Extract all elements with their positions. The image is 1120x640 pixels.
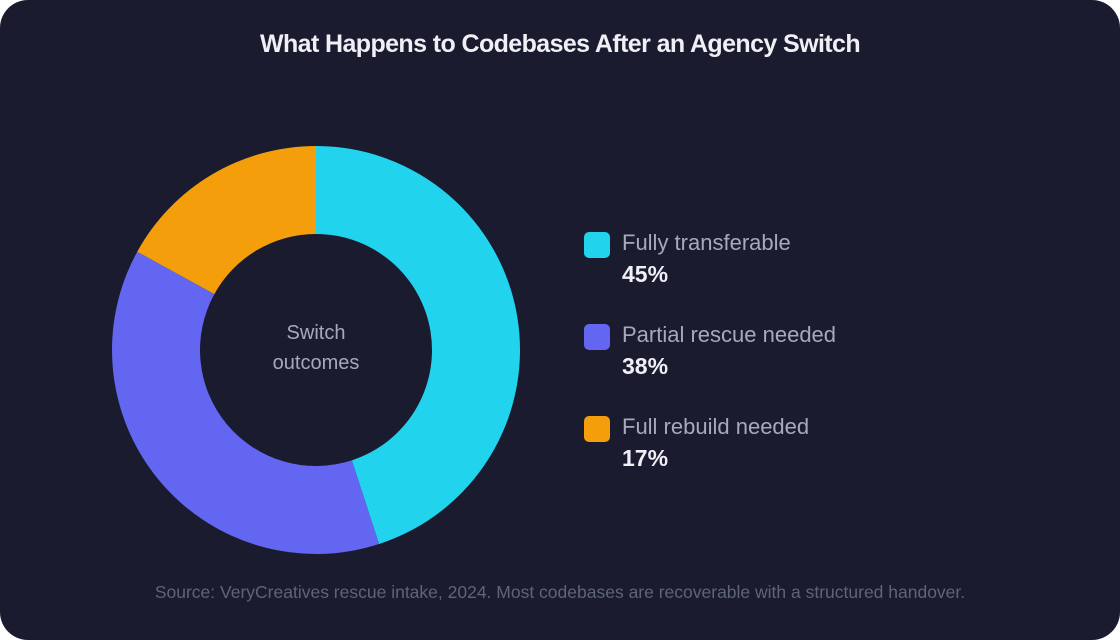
center-label-line-2: outcomes (272, 352, 360, 374)
legend-label: Full rebuild needed (622, 414, 810, 439)
legend-value: 45% (622, 261, 669, 287)
source-note: Source: VeryCreatives rescue intake, 202… (154, 582, 966, 602)
legend-label: Fully transferable (622, 230, 791, 255)
donut-chart (111, 146, 520, 554)
center-label-line-1: Switch (286, 322, 346, 344)
donut-slice-full-rebuild-needed (137, 146, 316, 295)
chart-title: What Happens to Codebases After an Agenc… (259, 30, 861, 58)
donut-slice-fully-transferable (316, 146, 520, 545)
legend-label: Partial rescue needed (622, 322, 837, 347)
legend-value: 38% (622, 353, 669, 379)
legend-swatch (584, 416, 610, 442)
legend-swatch (584, 324, 610, 350)
legend-value: 17% (622, 445, 669, 471)
legend-swatch (584, 232, 610, 258)
donut-center-label: Switch outcomes (216, 318, 416, 378)
donut-slice-partial-rescue-needed (111, 251, 380, 554)
